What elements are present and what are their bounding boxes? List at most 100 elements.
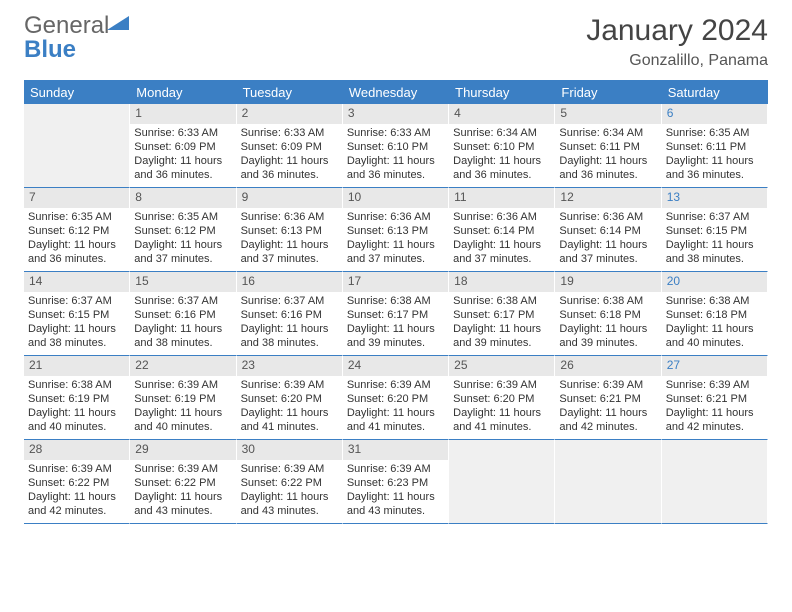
weekday-header: Saturday	[662, 81, 768, 104]
day-details: Sunrise: 6:39 AMSunset: 6:20 PMDaylight:…	[449, 378, 554, 435]
day-number: 19	[555, 272, 660, 292]
day-details: Sunrise: 6:37 AMSunset: 6:16 PMDaylight:…	[130, 294, 235, 351]
day-number: 6	[662, 104, 767, 124]
day-details: Sunrise: 6:36 AMSunset: 6:13 PMDaylight:…	[237, 210, 342, 267]
day-cell: 17Sunrise: 6:38 AMSunset: 6:17 PMDayligh…	[343, 272, 449, 356]
day-number: 17	[343, 272, 448, 292]
day-cell: 30Sunrise: 6:39 AMSunset: 6:22 PMDayligh…	[237, 440, 343, 524]
day-number: 30	[237, 440, 342, 460]
empty-cell	[24, 104, 130, 188]
logo: General Blue	[24, 14, 129, 62]
day-cell: 29Sunrise: 6:39 AMSunset: 6:22 PMDayligh…	[130, 440, 236, 524]
day-details: Sunrise: 6:36 AMSunset: 6:14 PMDaylight:…	[555, 210, 660, 267]
logo-text-2: Blue	[24, 36, 76, 63]
day-number: 1	[130, 104, 235, 124]
day-details: Sunrise: 6:35 AMSunset: 6:11 PMDaylight:…	[662, 126, 767, 183]
weekday-header: Thursday	[449, 81, 555, 104]
day-number: 26	[555, 356, 660, 376]
day-details: Sunrise: 6:39 AMSunset: 6:22 PMDaylight:…	[237, 462, 342, 519]
day-details: Sunrise: 6:34 AMSunset: 6:10 PMDaylight:…	[449, 126, 554, 183]
day-details: Sunrise: 6:37 AMSunset: 6:15 PMDaylight:…	[24, 294, 129, 351]
weekday-header: Friday	[555, 81, 661, 104]
day-cell: 6Sunrise: 6:35 AMSunset: 6:11 PMDaylight…	[662, 104, 768, 188]
empty-cell	[662, 440, 768, 524]
header: General Blue January 2024 Gonzalillo, Pa…	[24, 14, 768, 70]
day-cell: 11Sunrise: 6:36 AMSunset: 6:14 PMDayligh…	[449, 188, 555, 272]
day-cell: 3Sunrise: 6:33 AMSunset: 6:10 PMDaylight…	[343, 104, 449, 188]
day-details: Sunrise: 6:37 AMSunset: 6:15 PMDaylight:…	[662, 210, 767, 267]
day-details: Sunrise: 6:35 AMSunset: 6:12 PMDaylight:…	[130, 210, 235, 267]
day-details: Sunrise: 6:35 AMSunset: 6:12 PMDaylight:…	[24, 210, 129, 267]
day-number: 21	[24, 356, 129, 376]
day-cell: 26Sunrise: 6:39 AMSunset: 6:21 PMDayligh…	[555, 356, 661, 440]
day-cell: 9Sunrise: 6:36 AMSunset: 6:13 PMDaylight…	[237, 188, 343, 272]
day-details: Sunrise: 6:39 AMSunset: 6:22 PMDaylight:…	[24, 462, 129, 519]
empty-cell	[555, 440, 661, 524]
day-details: Sunrise: 6:37 AMSunset: 6:16 PMDaylight:…	[237, 294, 342, 351]
day-details: Sunrise: 6:34 AMSunset: 6:11 PMDaylight:…	[555, 126, 660, 183]
day-number: 12	[555, 188, 660, 208]
day-details: Sunrise: 6:39 AMSunset: 6:21 PMDaylight:…	[662, 378, 767, 435]
day-details: Sunrise: 6:38 AMSunset: 6:19 PMDaylight:…	[24, 378, 129, 435]
day-number: 20	[662, 272, 767, 292]
day-number: 4	[449, 104, 554, 124]
day-cell: 25Sunrise: 6:39 AMSunset: 6:20 PMDayligh…	[449, 356, 555, 440]
empty-cell	[449, 440, 555, 524]
day-details: Sunrise: 6:38 AMSunset: 6:17 PMDaylight:…	[449, 294, 554, 351]
day-details: Sunrise: 6:39 AMSunset: 6:22 PMDaylight:…	[130, 462, 235, 519]
day-cell: 14Sunrise: 6:37 AMSunset: 6:15 PMDayligh…	[24, 272, 130, 356]
day-cell: 13Sunrise: 6:37 AMSunset: 6:15 PMDayligh…	[662, 188, 768, 272]
day-cell: 24Sunrise: 6:39 AMSunset: 6:20 PMDayligh…	[343, 356, 449, 440]
day-cell: 23Sunrise: 6:39 AMSunset: 6:20 PMDayligh…	[237, 356, 343, 440]
day-cell: 20Sunrise: 6:38 AMSunset: 6:18 PMDayligh…	[662, 272, 768, 356]
day-number: 31	[343, 440, 448, 460]
calendar-grid: SundayMondayTuesdayWednesdayThursdayFrid…	[24, 80, 768, 524]
day-number: 29	[130, 440, 235, 460]
day-cell: 5Sunrise: 6:34 AMSunset: 6:11 PMDaylight…	[555, 104, 661, 188]
day-cell: 4Sunrise: 6:34 AMSunset: 6:10 PMDaylight…	[449, 104, 555, 188]
day-cell: 7Sunrise: 6:35 AMSunset: 6:12 PMDaylight…	[24, 188, 130, 272]
logo-triangle-icon	[107, 14, 129, 30]
day-details: Sunrise: 6:33 AMSunset: 6:09 PMDaylight:…	[130, 126, 235, 183]
location: Gonzalillo, Panama	[586, 52, 768, 70]
day-cell: 21Sunrise: 6:38 AMSunset: 6:19 PMDayligh…	[24, 356, 130, 440]
day-details: Sunrise: 6:39 AMSunset: 6:23 PMDaylight:…	[343, 462, 448, 519]
day-number: 16	[237, 272, 342, 292]
day-details: Sunrise: 6:33 AMSunset: 6:10 PMDaylight:…	[343, 126, 448, 183]
day-number: 9	[237, 188, 342, 208]
day-number: 13	[662, 188, 767, 208]
day-number: 10	[343, 188, 448, 208]
day-cell: 1Sunrise: 6:33 AMSunset: 6:09 PMDaylight…	[130, 104, 236, 188]
day-number: 18	[449, 272, 554, 292]
day-details: Sunrise: 6:39 AMSunset: 6:21 PMDaylight:…	[555, 378, 660, 435]
month-title: January 2024	[586, 14, 768, 48]
day-number: 3	[343, 104, 448, 124]
day-cell: 2Sunrise: 6:33 AMSunset: 6:09 PMDaylight…	[237, 104, 343, 188]
day-details: Sunrise: 6:38 AMSunset: 6:17 PMDaylight:…	[343, 294, 448, 351]
day-number: 7	[24, 188, 129, 208]
day-cell: 15Sunrise: 6:37 AMSunset: 6:16 PMDayligh…	[130, 272, 236, 356]
day-number: 25	[449, 356, 554, 376]
day-cell: 27Sunrise: 6:39 AMSunset: 6:21 PMDayligh…	[662, 356, 768, 440]
day-cell: 19Sunrise: 6:38 AMSunset: 6:18 PMDayligh…	[555, 272, 661, 356]
weekday-header: Wednesday	[343, 81, 449, 104]
day-details: Sunrise: 6:38 AMSunset: 6:18 PMDaylight:…	[555, 294, 660, 351]
day-cell: 28Sunrise: 6:39 AMSunset: 6:22 PMDayligh…	[24, 440, 130, 524]
day-cell: 10Sunrise: 6:36 AMSunset: 6:13 PMDayligh…	[343, 188, 449, 272]
day-number: 22	[130, 356, 235, 376]
day-details: Sunrise: 6:39 AMSunset: 6:19 PMDaylight:…	[130, 378, 235, 435]
day-number: 23	[237, 356, 342, 376]
day-number: 11	[449, 188, 554, 208]
day-number: 24	[343, 356, 448, 376]
day-cell: 18Sunrise: 6:38 AMSunset: 6:17 PMDayligh…	[449, 272, 555, 356]
title-block: January 2024 Gonzalillo, Panama	[586, 14, 768, 70]
day-number: 8	[130, 188, 235, 208]
day-details: Sunrise: 6:33 AMSunset: 6:09 PMDaylight:…	[237, 126, 342, 183]
day-details: Sunrise: 6:38 AMSunset: 6:18 PMDaylight:…	[662, 294, 767, 351]
day-details: Sunrise: 6:36 AMSunset: 6:14 PMDaylight:…	[449, 210, 554, 267]
day-cell: 22Sunrise: 6:39 AMSunset: 6:19 PMDayligh…	[130, 356, 236, 440]
day-cell: 8Sunrise: 6:35 AMSunset: 6:12 PMDaylight…	[130, 188, 236, 272]
day-details: Sunrise: 6:39 AMSunset: 6:20 PMDaylight:…	[237, 378, 342, 435]
day-number: 28	[24, 440, 129, 460]
weekday-header: Sunday	[24, 81, 130, 104]
